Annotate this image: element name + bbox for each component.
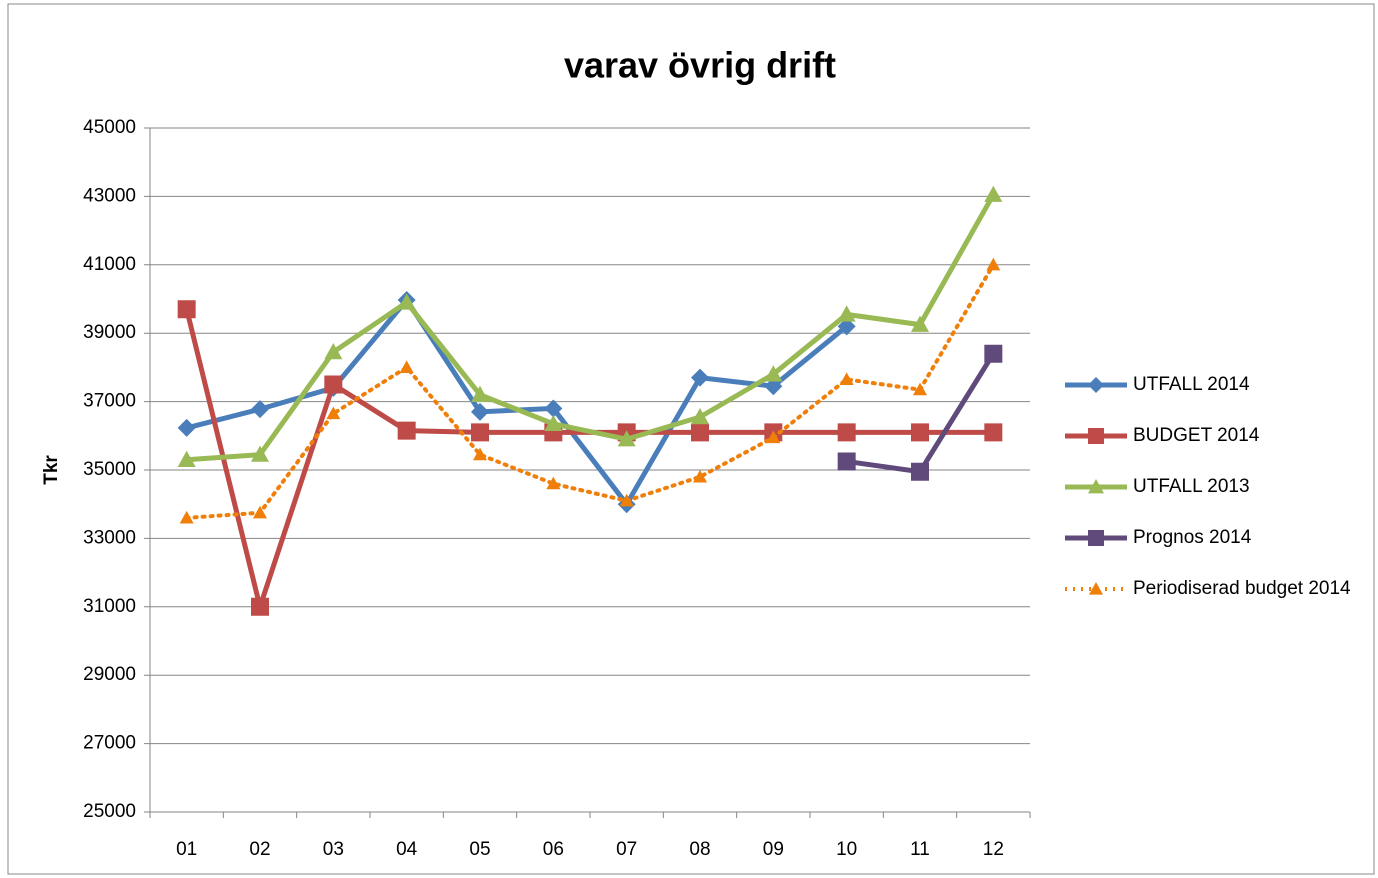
marker <box>693 469 707 483</box>
legend-label: UTFALL 2013 <box>1133 476 1250 497</box>
marker <box>1089 582 1103 595</box>
marker <box>839 372 854 385</box>
y-tick-label: 33000 <box>83 527 136 548</box>
marker <box>397 293 416 310</box>
x-tick-label: 08 <box>689 839 710 860</box>
marker <box>1088 377 1104 393</box>
marker <box>177 450 196 467</box>
marker <box>837 317 856 336</box>
x-tick-label: 03 <box>323 839 344 860</box>
x-tick-label: 06 <box>543 839 564 860</box>
x-tick-label: 05 <box>469 839 490 860</box>
marker <box>911 315 929 332</box>
marker <box>544 399 563 418</box>
marker <box>324 343 343 360</box>
marker <box>986 257 1001 271</box>
series-line <box>184 262 996 520</box>
series-line <box>184 192 996 463</box>
marker <box>837 423 856 442</box>
marker <box>399 360 414 373</box>
marker <box>1088 530 1104 546</box>
marker <box>546 476 561 490</box>
marker <box>911 462 929 481</box>
marker <box>764 365 783 382</box>
marker <box>177 300 196 319</box>
x-tick-label: 12 <box>983 839 1004 860</box>
marker <box>837 305 856 322</box>
y-tick-label: 25000 <box>83 801 136 822</box>
marker <box>253 505 267 519</box>
legend-label: Periodiserad budget 2014 <box>1133 578 1351 599</box>
marker <box>177 418 196 437</box>
y-tick-label: 27000 <box>83 733 136 754</box>
y-tick-label: 43000 <box>83 185 136 206</box>
marker <box>913 382 927 396</box>
x-tick-label: 09 <box>763 839 784 860</box>
marker <box>619 493 634 507</box>
marker <box>911 423 929 442</box>
marker <box>179 510 194 524</box>
x-tick-label: 04 <box>396 839 418 860</box>
marker <box>471 423 489 442</box>
y-tick-label: 45000 <box>83 117 136 138</box>
y-axis-label: Tkr <box>41 455 62 485</box>
legend-label: UTFALL 2014 <box>1133 374 1250 395</box>
marker <box>473 447 487 461</box>
marker <box>984 344 1003 363</box>
marker <box>544 414 563 432</box>
y-tick-label: 31000 <box>83 596 136 617</box>
y-tick-label: 29000 <box>83 664 136 685</box>
marker <box>251 400 269 419</box>
marker <box>766 430 781 444</box>
marker <box>617 430 636 447</box>
x-tick-label: 02 <box>249 839 270 860</box>
x-tick-label: 10 <box>836 839 857 860</box>
marker <box>691 407 709 425</box>
marker <box>691 423 709 442</box>
chart-title: varav övrig drift <box>564 45 836 86</box>
marker <box>471 402 489 421</box>
marker <box>984 423 1003 442</box>
marker <box>251 597 269 616</box>
marker <box>397 421 416 440</box>
marker <box>691 368 709 387</box>
legend-label: Prognos 2014 <box>1133 527 1252 548</box>
marker <box>984 185 1003 202</box>
legend-label: BUDGET 2014 <box>1133 425 1260 446</box>
marker <box>326 406 341 420</box>
y-tick-label: 41000 <box>83 254 136 275</box>
marker <box>1088 479 1104 494</box>
marker <box>837 452 856 471</box>
marker <box>471 385 489 402</box>
x-tick-label: 11 <box>910 839 930 860</box>
marker <box>1088 428 1104 444</box>
y-tick-label: 37000 <box>83 391 136 412</box>
x-tick-label: 07 <box>616 839 637 860</box>
marker <box>251 445 269 462</box>
y-tick-label: 35000 <box>83 459 136 480</box>
y-tick-label: 39000 <box>83 322 136 343</box>
x-tick-label: 01 <box>176 839 197 860</box>
marker <box>324 375 343 394</box>
marker <box>764 377 783 396</box>
